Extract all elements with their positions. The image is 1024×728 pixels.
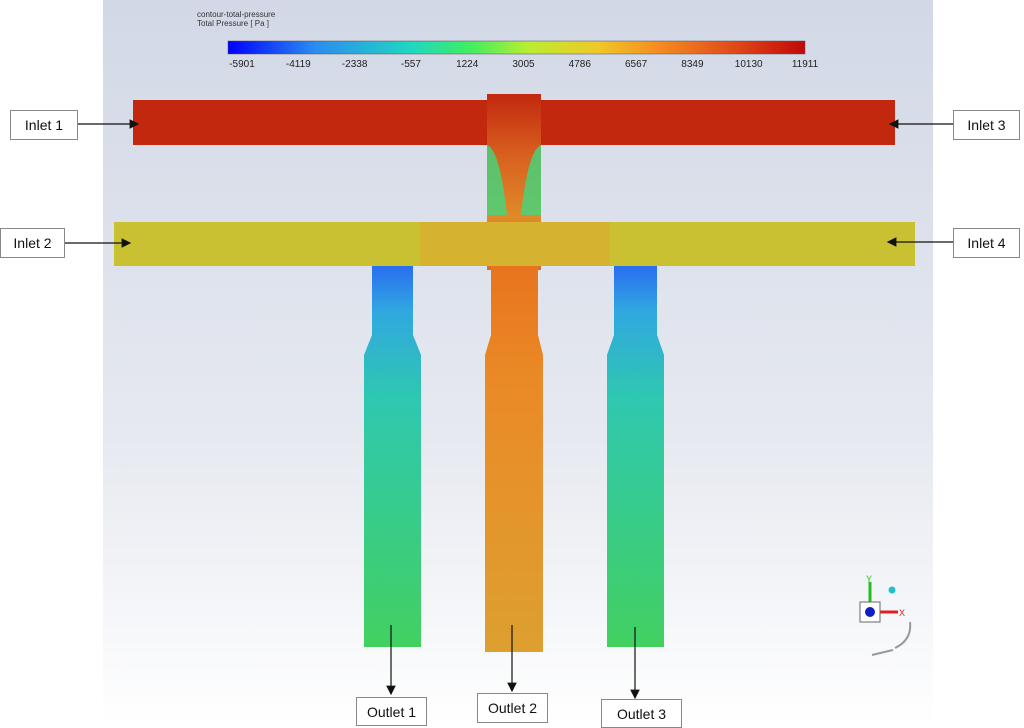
inlet-4-label: Inlet 4 (953, 228, 1020, 258)
colorbar (227, 40, 806, 55)
colorbar-tick-label: 3005 (512, 59, 535, 70)
colorbar-tick-label: 8349 (681, 59, 704, 70)
axis-triad-icon: Y X (859, 574, 912, 656)
colorbar-tick-label: 6567 (624, 59, 648, 70)
outlet-2-label: Outlet 2 (477, 693, 548, 723)
colorbar-tick-label: 11911 (791, 59, 819, 70)
colorbar-tick-label: 1224 (456, 59, 479, 70)
x-axis-label: X (899, 608, 905, 618)
y-axis-label: Y (866, 574, 872, 584)
colorbar-title: contour-total-pressure (197, 10, 276, 19)
colorbar-tick-label: -2338 (341, 59, 368, 70)
colorbar-tick-label: 10130 (734, 59, 763, 70)
colorbar-tick-label: 4786 (568, 59, 591, 70)
outlet-1-label: Outlet 1 (356, 697, 427, 726)
outlet-3-pipe (607, 266, 664, 647)
colorbar-tick-label: -557 (400, 59, 421, 70)
lower-pipe-mix (420, 222, 610, 266)
junction-jet (487, 145, 541, 215)
colorbar-quantity: Total Pressure [ Pa ] (197, 19, 270, 28)
inlet-1-label: Inlet 1 (10, 110, 78, 140)
colorbar-tick-label: -5901 (229, 59, 255, 70)
outlet-3-label: Outlet 3 (601, 699, 682, 728)
inlet-3-label: Inlet 3 (953, 110, 1020, 140)
outlet-2-pipe (485, 266, 543, 652)
outlet-1-pipe (364, 266, 421, 647)
inlet-2-label: Inlet 2 (0, 228, 65, 258)
colorbar-tick-label: -4119 (285, 59, 311, 70)
